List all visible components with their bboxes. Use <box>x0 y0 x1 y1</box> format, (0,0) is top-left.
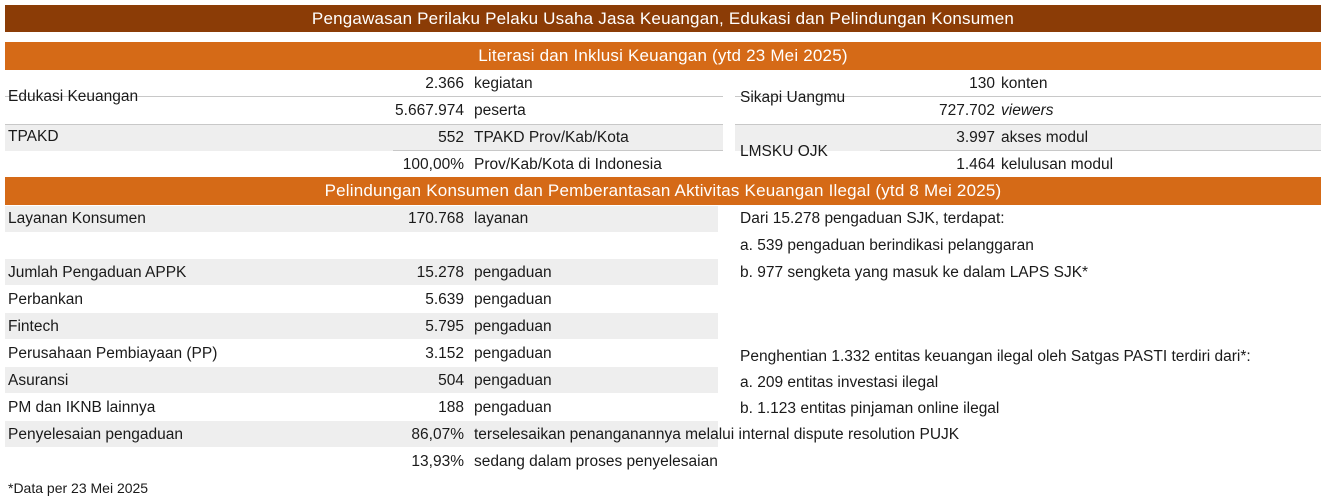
tpakd-label: TPAKD <box>8 128 59 145</box>
sikapi-unit-2: viewers <box>1001 102 1054 119</box>
edukasi-value-2: 5.667.974 <box>395 102 464 119</box>
layanan-unit: layanan <box>474 210 529 227</box>
lmsku-value-2: 1.464 <box>956 156 995 173</box>
pm-iknb-unit: pengaduan <box>474 399 552 416</box>
penyelesaian-unit-1: terselesaikan penanganannya melalui inte… <box>474 426 960 443</box>
row-shade <box>5 259 718 285</box>
layanan-label: Layanan Konsumen <box>8 210 146 227</box>
pasti-item-b: b. 1.123 entitas pinjaman online ilegal <box>740 400 1000 417</box>
row-shade <box>5 367 718 393</box>
lmsku-unit-1: akses modul <box>1001 129 1089 146</box>
row-shade <box>5 421 718 447</box>
perbankan-label: Perbankan <box>8 291 83 308</box>
perbankan-value: 5.639 <box>425 291 464 308</box>
penyelesaian-unit-2: sedang dalam proses penyelesaian <box>474 453 718 470</box>
pasti-intro: Penghentian 1.332 entitas keuangan ilega… <box>740 348 1251 365</box>
edukasi-value-1: 2.366 <box>425 75 464 92</box>
pp-unit: pengaduan <box>474 345 552 362</box>
tpakd-value-1: 552 <box>438 129 464 146</box>
tpakd-value-2: 100,00% <box>402 156 464 173</box>
sikapi-unit-1: konten <box>1001 75 1048 92</box>
appk-label: Jumlah Pengaduan APPK <box>8 264 187 281</box>
perbankan-unit: pengaduan <box>474 291 552 308</box>
fintech-unit: pengaduan <box>474 318 552 335</box>
main-title-bar: Pengawasan Perilaku Pelaku Usaha Jasa Ke… <box>5 5 1321 36</box>
asuransi-label: Asuransi <box>8 372 69 389</box>
penyelesaian-value-1: 86,07% <box>411 426 464 443</box>
sikapi-label: Sikapi Uangmu <box>740 89 846 106</box>
lmsku-label: LMSKU OJK <box>740 143 828 160</box>
section-literasi-bar: Literasi dan Inklusi Keuangan (ytd 23 Me… <box>5 42 1321 70</box>
tpakd-unit-2: Prov/Kab/Kota di Indonesia <box>474 156 662 173</box>
lmsku-unit-2: kelulusan modul <box>1001 156 1114 173</box>
sikapi-value-2: 727.702 <box>938 102 995 119</box>
edukasi-unit-2: peserta <box>474 102 526 119</box>
tpakd-row-shade <box>5 124 723 151</box>
lmsku-value-1: 3.997 <box>956 129 995 146</box>
edukasi-label: Edukasi Keuangan <box>8 88 139 105</box>
fintech-label: Fintech <box>8 318 59 335</box>
layanan-value: 170.768 <box>407 210 464 227</box>
footnote: *Data per 23 Mei 2025 <box>8 480 149 496</box>
row-shade <box>5 206 718 232</box>
pp-label: Perusahaan Pembiayaan (PP) <box>8 345 218 362</box>
tpakd-unit-1: TPAKD Prov/Kab/Kota <box>474 129 629 146</box>
appk-unit: pengaduan <box>474 264 552 281</box>
pasti-item-a: a. 209 entitas investasi ilegal <box>740 374 939 391</box>
row-shade <box>5 313 718 339</box>
pm-iknb-label: PM dan IKNB lainnya <box>8 399 156 416</box>
section-literasi-title: Literasi dan Inklusi Keuangan (ytd 23 Me… <box>478 46 848 65</box>
appk-value: 15.278 <box>416 264 464 281</box>
pp-value: 3.152 <box>425 345 464 362</box>
sjk-item-b: b. 977 sengketa yang masuk ke dalam LAPS… <box>740 264 1089 281</box>
section-pelindungan-title: Pelindungan Konsumen dan Pemberantasan A… <box>324 181 1002 200</box>
sjk-intro: Dari 15.278 pengaduan SJK, terdapat: <box>740 210 1005 227</box>
sikapi-value-1: 130 <box>969 75 995 92</box>
main-title: Pengawasan Perilaku Pelaku Usaha Jasa Ke… <box>311 9 1015 28</box>
section-pelindungan-bar: Pelindungan Konsumen dan Pemberantasan A… <box>5 177 1321 205</box>
pm-iknb-value: 188 <box>438 399 464 416</box>
edukasi-unit-1: kegiatan <box>474 75 533 92</box>
fintech-value: 5.795 <box>425 318 464 335</box>
asuransi-value: 504 <box>438 372 464 389</box>
asuransi-unit: pengaduan <box>474 372 552 389</box>
sjk-item-a: a. 539 pengaduan berindikasi pelanggaran <box>740 237 1034 254</box>
penyelesaian-value-2: 13,93% <box>411 453 464 470</box>
penyelesaian-label: Penyelesaian pengaduan <box>8 426 183 443</box>
lmsku-row-shade <box>735 124 1321 151</box>
